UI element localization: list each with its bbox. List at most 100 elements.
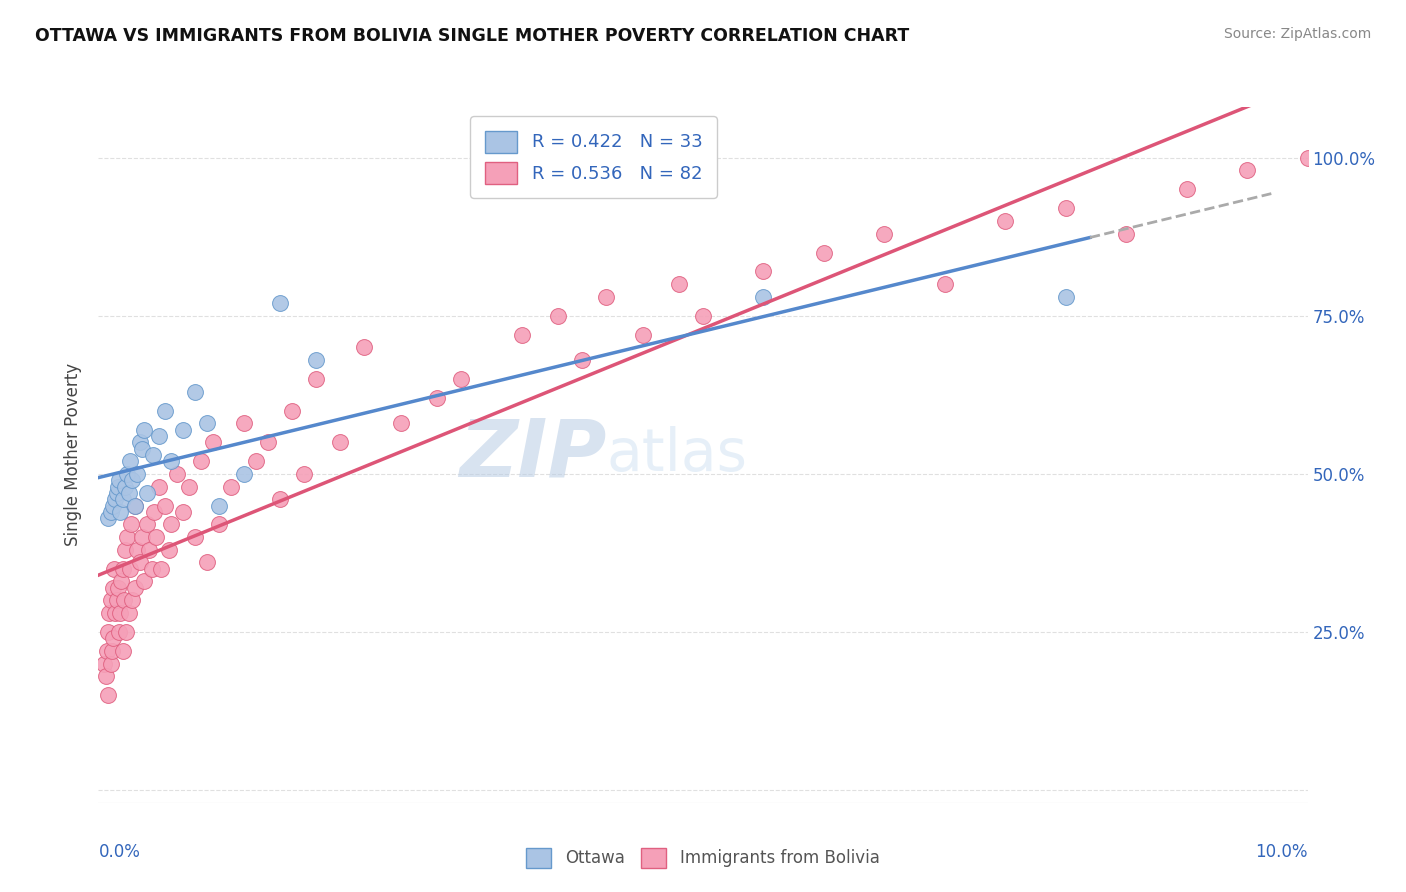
Point [190, 454, 212, 468]
Point [208, 499, 231, 513]
Point [450, 372, 472, 386]
Point [510, 327, 533, 342]
Point [150, 562, 173, 576]
Point [108, 606, 131, 620]
Point [281, 403, 304, 417]
Point [101, 632, 124, 646]
Point [813, 245, 835, 260]
Point [166, 467, 188, 481]
Point [547, 309, 569, 323]
Point [118, 606, 141, 620]
Point [1296, 151, 1319, 165]
Point [1115, 227, 1137, 241]
Point [195, 556, 218, 570]
Point [157, 542, 180, 557]
Point [148, 479, 170, 493]
Point [245, 454, 267, 468]
Point [107, 479, 129, 493]
Point [117, 467, 139, 481]
Legend: Ottawa, Immigrants from Bolivia: Ottawa, Immigrants from Bolivia [520, 841, 886, 875]
Point [107, 581, 129, 595]
Point [934, 277, 956, 292]
Point [134, 423, 156, 437]
Point [1054, 290, 1077, 304]
Point [631, 327, 654, 342]
Point [221, 479, 243, 493]
Point [595, 290, 617, 304]
Point [98, 606, 121, 620]
Text: ZIP: ZIP [458, 416, 606, 494]
Point [141, 562, 163, 576]
Point [127, 467, 149, 481]
Point [389, 417, 412, 431]
Point [131, 442, 153, 456]
Text: 10.0%: 10.0% [1256, 843, 1308, 861]
Point [121, 593, 143, 607]
Point [184, 530, 207, 544]
Point [118, 454, 141, 468]
Point [148, 429, 170, 443]
Point [100, 657, 122, 671]
Legend: R = 0.422   N = 33, R = 0.536   N = 82: R = 0.422 N = 33, R = 0.536 N = 82 [470, 116, 717, 198]
Point [131, 530, 153, 544]
Point [128, 556, 150, 570]
Point [160, 517, 183, 532]
Point [668, 277, 690, 292]
Point [97, 625, 120, 640]
Point [104, 492, 127, 507]
Point [111, 492, 134, 507]
Point [202, 435, 225, 450]
Point [195, 417, 218, 431]
Point [873, 227, 896, 241]
Point [292, 467, 315, 481]
Point [101, 581, 124, 595]
Point [134, 574, 156, 589]
Point [994, 214, 1017, 228]
Point [100, 644, 122, 658]
Point [105, 593, 128, 607]
Point [329, 435, 352, 450]
Point [208, 517, 231, 532]
Point [100, 505, 122, 519]
Point [121, 473, 143, 487]
Point [145, 530, 167, 544]
Point [305, 372, 328, 386]
Point [93, 657, 115, 671]
Point [752, 290, 775, 304]
Point [104, 606, 127, 620]
Point [426, 391, 449, 405]
Point [256, 435, 278, 450]
Point [153, 403, 176, 417]
Point [96, 644, 118, 658]
Point [135, 486, 157, 500]
Point [124, 499, 146, 513]
Point [269, 296, 291, 310]
Point [232, 467, 254, 481]
Point [108, 625, 131, 640]
Point [110, 574, 132, 589]
Point [143, 505, 166, 519]
Point [172, 505, 194, 519]
Point [692, 309, 714, 323]
Point [1236, 163, 1258, 178]
Text: atlas: atlas [606, 426, 747, 483]
Point [118, 562, 141, 576]
Point [111, 562, 134, 576]
Point [108, 505, 131, 519]
Point [124, 581, 146, 595]
Point [115, 625, 138, 640]
Text: OTTAWA VS IMMIGRANTS FROM BOLIVIA SINGLE MOTHER POVERTY CORRELATION CHART: OTTAWA VS IMMIGRANTS FROM BOLIVIA SINGLE… [35, 27, 910, 45]
Point [128, 435, 150, 450]
Point [105, 486, 128, 500]
Point [111, 644, 134, 658]
Point [100, 593, 122, 607]
Point [142, 448, 165, 462]
Point [269, 492, 291, 507]
Point [112, 593, 135, 607]
Text: Source: ZipAtlas.com: Source: ZipAtlas.com [1223, 27, 1371, 41]
Point [172, 423, 194, 437]
Point [179, 479, 201, 493]
Point [127, 542, 149, 557]
Point [232, 417, 254, 431]
Text: 0.0%: 0.0% [98, 843, 141, 861]
